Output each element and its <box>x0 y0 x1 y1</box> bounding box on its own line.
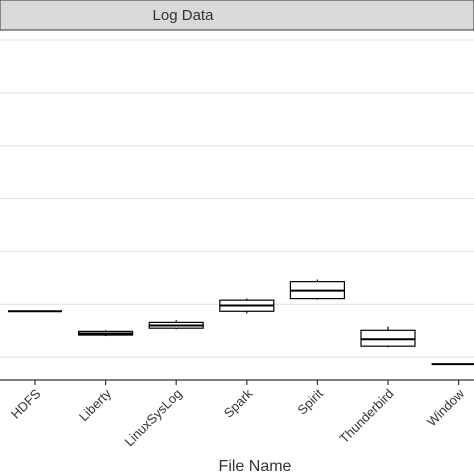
x-tick-label: Window <box>424 386 468 430</box>
x-tick-label: Liberty <box>76 386 115 425</box>
x-tick-label: HDFS <box>8 386 44 422</box>
x-tick-label: Spark <box>221 386 256 421</box>
x-axis-title: File Name <box>219 458 292 474</box>
x-tick-label: LinuxSysLog <box>121 386 184 449</box>
strip-title: Log Data <box>153 7 215 24</box>
facet-strip <box>0 0 474 31</box>
x-tick-label: Spirit <box>294 386 326 418</box>
box <box>360 329 416 347</box>
x-tick-label: Thunderbird <box>336 386 396 446</box>
